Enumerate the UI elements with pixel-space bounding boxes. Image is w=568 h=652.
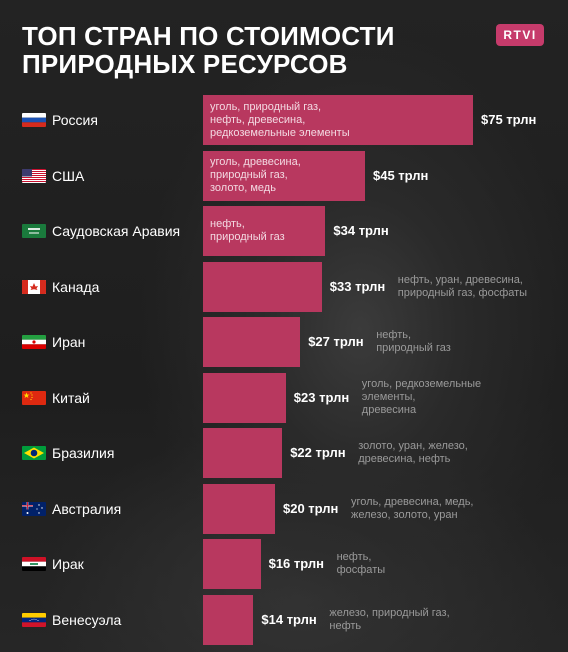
usa-flag-icon	[22, 168, 46, 183]
chart-row: Саудовская Аравия нефть, природный газ $34…	[0, 206, 568, 256]
country-label: Ирак	[52, 556, 84, 572]
resources-label: уголь, редкоземельные элементы, древесин…	[361, 378, 482, 416]
country-label: США	[52, 167, 85, 184]
bar	[203, 150, 365, 201]
value-label: $23 трлн	[293, 389, 350, 405]
country-label: Венесуэла	[52, 611, 122, 628]
chart-row: Иран $27 трлн нефть, природный газ	[0, 317, 568, 367]
brazil-flag-icon	[22, 446, 46, 460]
chart-row: Бразилия $22 трлн золото, уран, железо, др…	[0, 428, 568, 478]
resources-label: нефть, природный газ	[210, 218, 285, 243]
bar	[203, 261, 322, 312]
country-label: Иран	[52, 334, 86, 350]
chart-row: Австралия $20 трлн уголь, древесина, медь,…	[0, 483, 568, 534]
chart-row: Китай $23 трлн уголь, редкоземельные элеме…	[0, 372, 568, 423]
country-label: Россия	[52, 112, 98, 128]
value-label: $34 трлн	[333, 223, 389, 238]
country-label: Саудовская Аравия	[52, 223, 181, 239]
rtvi-logo: RTVI	[496, 24, 544, 46]
venezuela-flag-icon	[22, 612, 46, 627]
bar	[203, 372, 286, 423]
bar	[203, 539, 261, 589]
bar	[203, 317, 301, 367]
value-label: $27 трлн	[308, 334, 364, 349]
value-label: $20 трлн	[283, 500, 339, 516]
value-label: $33 трлн	[329, 278, 386, 294]
chart-row: Ирак $16 трлн нефть, фосфаты	[0, 539, 568, 589]
chart-title: ТОП СТРАН ПО СТОИМОСТИ ПРИРОДНЫХ РЕСУРСО…	[22, 21, 395, 79]
iran-flag-icon	[22, 335, 46, 349]
iraq-flag-icon	[22, 557, 46, 571]
australia-flag-icon	[22, 501, 46, 516]
value-label: $16 трлн	[268, 556, 324, 571]
resources-label: уголь, древесина, природный газ, золото,…	[210, 156, 301, 194]
value-label: $22 трлн	[290, 445, 346, 460]
russia-flag-icon	[22, 113, 46, 127]
bar	[203, 206, 326, 256]
bar	[203, 483, 275, 534]
bar	[203, 95, 473, 145]
china-flag-icon	[22, 390, 46, 405]
country-label: Бразилия	[52, 445, 115, 461]
resources-label: золото, уран, железо, древесина, нефть	[358, 440, 468, 465]
saudi-flag-icon	[22, 224, 46, 238]
chart-row: Венесуэла $14 трлн железо, природный газ, …	[0, 594, 568, 645]
resources-label: уголь, древесина, медь, железо, золото, …	[351, 495, 474, 521]
country-label: Канада	[52, 278, 100, 295]
country-label: Австралия	[52, 500, 122, 517]
resources-label: нефть, природный газ	[376, 329, 451, 354]
value-label: $14 трлн	[261, 611, 317, 627]
resources-label: железо, природный газ, нефть	[329, 606, 450, 632]
resources-label: нефть, фосфаты	[336, 551, 386, 576]
chart-row: Россия уголь, природный газ, нефть, древе…	[0, 95, 568, 145]
country-label: Китай	[52, 389, 90, 406]
chart-row: Канада $33 трлн нефть, уран, древесина, пр…	[0, 261, 568, 312]
bar	[203, 594, 254, 645]
resources-label: уголь, природный газ, нефть, древесина, …	[210, 100, 350, 139]
value-label: $75 трлн	[481, 112, 537, 127]
canada-flag-icon	[22, 279, 46, 294]
resources-label: нефть, уран, древесина, природный газ, ф…	[397, 273, 528, 299]
bar	[203, 428, 283, 478]
value-label: $45 трлн	[373, 167, 429, 183]
chart-row: США уголь, древесина, природный газ, золо…	[0, 150, 568, 201]
